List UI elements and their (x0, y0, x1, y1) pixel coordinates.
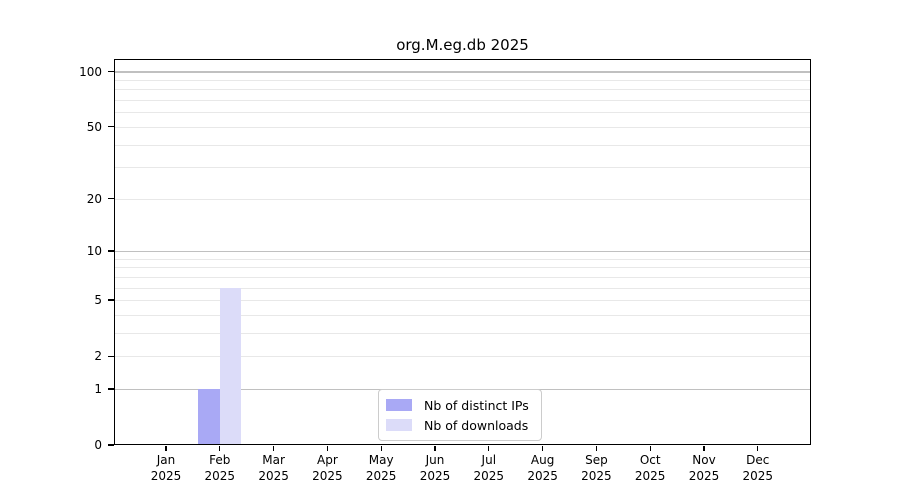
gridline-minor (114, 267, 811, 269)
gridline-minor (114, 300, 811, 302)
x-tick-label-mar: Mar 2025 (244, 452, 304, 484)
gridline-minor (114, 332, 811, 334)
x-tick-month: Nov (692, 453, 716, 467)
x-tick-mark (219, 446, 221, 451)
y-tick-mark (108, 355, 114, 357)
y-tick-mark (108, 250, 114, 252)
y-tick-mark (108, 388, 114, 390)
y-tick-mark (108, 70, 114, 73)
plot-area: Nb of distinct IPs Nb of downloads (114, 59, 811, 445)
gridline-minor (114, 100, 811, 102)
legend-label-downloads: Nb of downloads (424, 417, 529, 433)
x-tick-month: Sep (585, 453, 608, 467)
x-tick-month: Dec (746, 453, 770, 467)
gridline-minor (114, 276, 811, 278)
x-tick-label-aug: Aug 2025 (513, 452, 573, 484)
gridline-major (114, 71, 811, 73)
gridline-minor (114, 258, 811, 260)
y-tick-label: 100 (79, 64, 102, 79)
x-tick-year: 2025 (258, 469, 289, 483)
legend-item-distinct-ips: Nb of distinct IPs (386, 395, 533, 415)
y-tick-mark (108, 198, 114, 200)
y-tick-mark (108, 299, 114, 301)
bar-downloads-feb (219, 287, 242, 445)
x-tick-year: 2025 (204, 469, 236, 483)
y-tick-label: 10 (86, 243, 102, 258)
gridline-minor (114, 89, 811, 91)
legend-label-distinct-ips: Nb of distinct IPs (424, 397, 529, 413)
x-tick-mark (595, 446, 597, 451)
gridline-minor (114, 287, 811, 289)
x-tick-mark (649, 446, 651, 451)
x-tick-mark (434, 446, 436, 451)
gridline-minor (114, 80, 811, 82)
y-tick-label: 1 (94, 381, 102, 396)
x-tick-label-jan: Jan 2025 (136, 452, 196, 484)
x-tick-year: 2025 (688, 469, 720, 483)
x-tick-month: Jun (425, 453, 445, 467)
y-tick-mark (108, 126, 114, 128)
x-tick-label-jun: Jun 2025 (405, 452, 465, 484)
x-tick-year: 2025 (419, 469, 451, 483)
x-tick-month: May (368, 453, 394, 467)
x-tick-year: 2025 (365, 469, 397, 483)
chart-title: org.M.eg.db 2025 (396, 36, 529, 54)
legend: Nb of distinct IPs Nb of downloads (378, 389, 542, 441)
x-tick-label-apr: Apr 2025 (297, 452, 357, 484)
x-tick-label-nov: Nov 2025 (674, 452, 734, 484)
x-tick-mark (165, 446, 167, 451)
x-tick-month: Feb (209, 453, 231, 467)
x-tick-mark (757, 446, 759, 451)
x-tick-mark (380, 446, 382, 451)
gridline-minor (114, 314, 811, 316)
x-tick-mark (488, 446, 490, 451)
x-tick-mark (273, 446, 275, 451)
gridline-minor (114, 144, 811, 146)
x-tick-month: Aug (530, 453, 555, 467)
y-tick-label: 20 (86, 191, 102, 206)
x-tick-month: Oct (639, 453, 661, 467)
y-tick-label: 0 (94, 438, 102, 452)
x-tick-year: 2025 (581, 469, 612, 483)
gridline-minor (114, 198, 811, 200)
bar-distinct-ips-feb (198, 388, 220, 445)
y-tick-label: 5 (94, 293, 102, 308)
x-tick-mark (703, 446, 705, 451)
x-tick-month: Mar (262, 453, 285, 467)
gridline-minor (114, 126, 811, 128)
x-tick-label-jul: Jul 2025 (459, 452, 519, 484)
x-tick-year: 2025 (634, 469, 666, 483)
x-tick-month: Jul (481, 453, 497, 467)
x-tick-year: 2025 (312, 469, 343, 483)
x-tick-year: 2025 (150, 469, 182, 483)
x-tick-year: 2025 (527, 469, 558, 483)
gridline-major (114, 250, 811, 253)
x-tick-mark (326, 446, 328, 451)
x-tick-label-oct: Oct 2025 (620, 452, 680, 484)
x-tick-year: 2025 (742, 469, 774, 483)
y-tick-label: 50 (86, 119, 102, 134)
legend-swatch-distinct-ips (386, 399, 412, 411)
gridline-minor (114, 112, 811, 114)
x-tick-label-may: May 2025 (351, 452, 411, 484)
x-tick-month: Jan (156, 453, 176, 467)
x-tick-label-dec: Dec 2025 (728, 452, 788, 484)
x-tick-month: Apr (317, 453, 338, 467)
gridline-minor (114, 167, 811, 169)
x-tick-year: 2025 (473, 469, 505, 483)
y-tick-label: 2 (94, 349, 102, 364)
x-tick-mark (542, 446, 544, 451)
y-tick-mark (108, 444, 114, 446)
x-tick-label-sep: Sep 2025 (566, 452, 626, 484)
gridline-minor (114, 356, 811, 358)
x-tick-label-feb: Feb 2025 (190, 452, 250, 484)
legend-item-downloads: Nb of downloads (386, 415, 533, 435)
legend-swatch-downloads (386, 419, 412, 431)
